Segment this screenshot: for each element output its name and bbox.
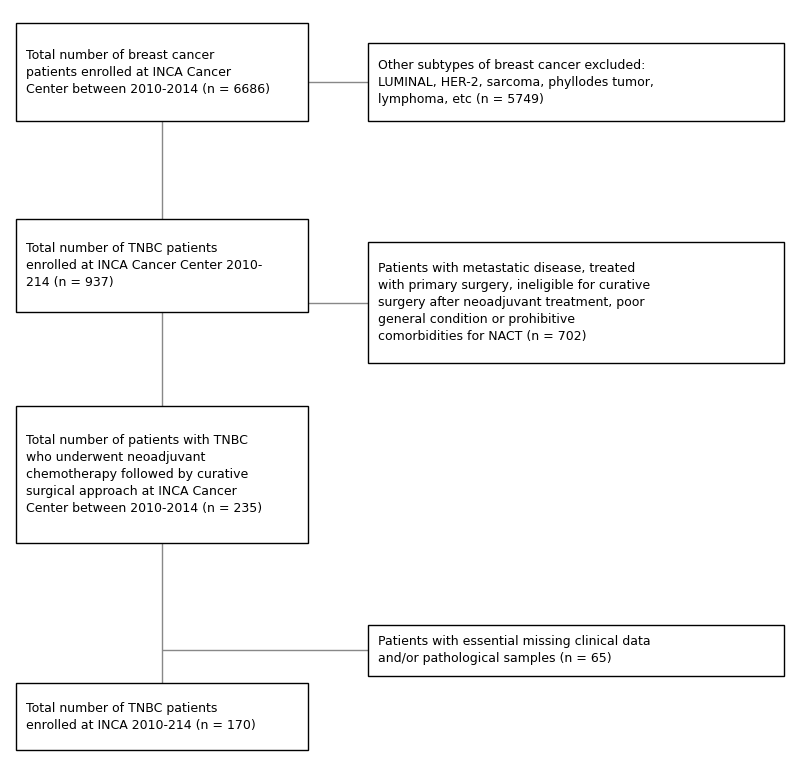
Text: Patients with metastatic disease, treated
with primary surgery, ineligible for c: Patients with metastatic disease, treate… (378, 262, 650, 343)
FancyBboxPatch shape (368, 625, 784, 676)
Text: Patients with essential missing clinical data
and/or pathological samples (n = 6: Patients with essential missing clinical… (378, 635, 651, 665)
FancyBboxPatch shape (368, 43, 784, 121)
Text: Total number of TNBC patients
enrolled at INCA Cancer Center 2010-
214 (n = 937): Total number of TNBC patients enrolled a… (26, 242, 262, 289)
FancyBboxPatch shape (16, 406, 308, 543)
Text: Total number of TNBC patients
enrolled at INCA 2010-214 (n = 170): Total number of TNBC patients enrolled a… (26, 701, 256, 732)
FancyBboxPatch shape (16, 23, 308, 121)
FancyBboxPatch shape (16, 683, 308, 750)
Text: Other subtypes of breast cancer excluded:
LUMINAL, HER-2, sarcoma, phyllodes tum: Other subtypes of breast cancer excluded… (378, 59, 654, 105)
Text: Total number of breast cancer
patients enrolled at INCA Cancer
Center between 20: Total number of breast cancer patients e… (26, 48, 270, 96)
FancyBboxPatch shape (368, 242, 784, 363)
Text: Total number of patients with TNBC
who underwent neoadjuvant
chemotherapy follow: Total number of patients with TNBC who u… (26, 434, 262, 515)
FancyBboxPatch shape (16, 219, 308, 312)
